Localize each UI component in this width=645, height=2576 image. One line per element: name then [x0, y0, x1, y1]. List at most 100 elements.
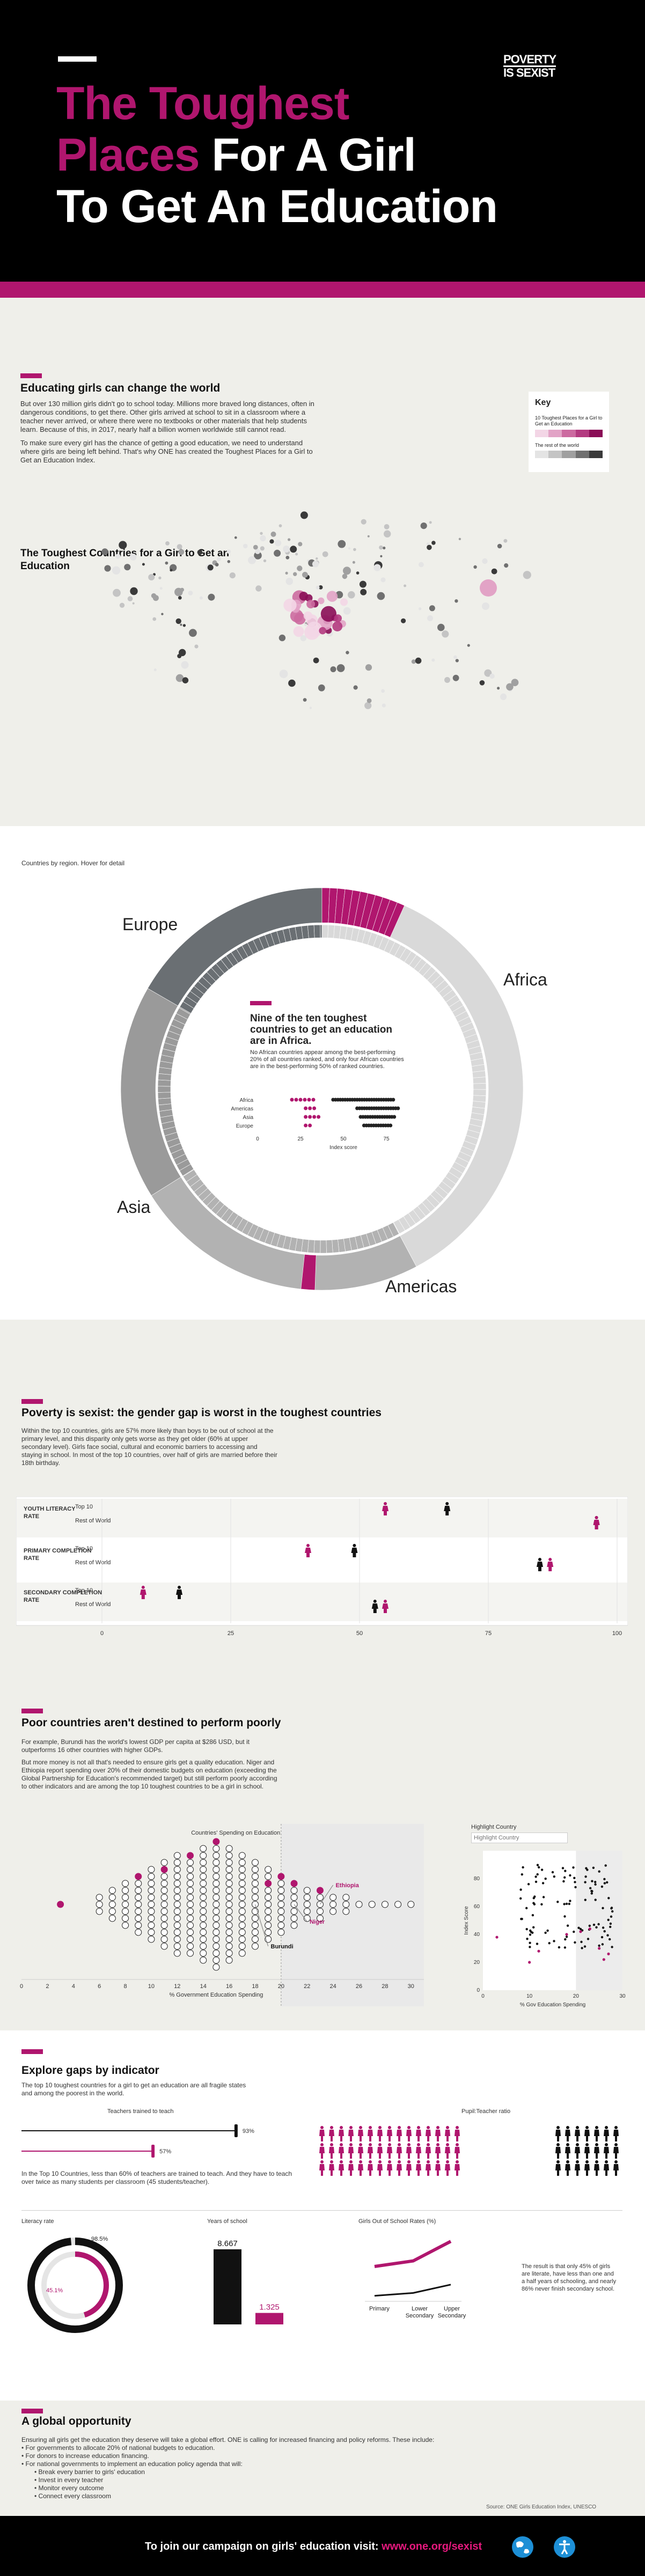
scatter-point: [601, 1943, 604, 1946]
toughest-country-dot: [480, 579, 497, 597]
region-ring-chart[interactable]: [107, 874, 537, 1304]
country-dot: [200, 1929, 207, 1936]
accessibility-icon[interactable]: [553, 2535, 576, 2559]
hero-accent-bar: [58, 56, 97, 62]
country-dot: [108, 1894, 116, 1901]
callout-label: Ethiopia: [335, 1882, 359, 1889]
country-dot: [96, 1901, 103, 1908]
country-dot: [479, 680, 485, 686]
highlight-country-input[interactable]: [471, 1832, 568, 1843]
scatter-point: [565, 1935, 568, 1938]
teachers-title: Teachers trained to teach: [107, 2108, 174, 2115]
intro-heading: Educating girls can change the world: [20, 382, 221, 394]
teachers-top-value: 57%: [159, 2148, 171, 2155]
country-dot: [277, 1929, 285, 1936]
gender-tick: 0: [100, 1630, 104, 1637]
scatter-point: [591, 1880, 593, 1882]
country-dot: [355, 1901, 363, 1908]
scatter-point: [572, 1866, 575, 1869]
country-dot: [225, 1942, 233, 1950]
country-dot: [346, 651, 349, 654]
global-accent: [21, 2409, 43, 2413]
scatter-point: [602, 1907, 604, 1910]
gender-tick: 75: [485, 1630, 492, 1637]
spending-dot-chart[interactable]: Countries' Spending on Education Ethiopia…: [16, 1824, 461, 2017]
country-cell: [326, 1240, 333, 1254]
country-dot: [491, 568, 497, 575]
country-dot: [225, 1845, 233, 1852]
top10-pupil-icon: [358, 2160, 363, 2176]
country-dot: [497, 687, 500, 690]
country-dot: [277, 1922, 285, 1929]
country-dot: [238, 1908, 246, 1915]
scatter-point: [598, 1870, 600, 1873]
country-dot: [277, 1915, 285, 1922]
country-dot: [212, 1963, 220, 1971]
country-dot: [238, 1866, 246, 1873]
scatter-point: [564, 1870, 567, 1872]
dot-tick: 18: [252, 1983, 258, 1990]
intro-accent: [20, 373, 42, 378]
country-dot: [148, 1922, 155, 1929]
spending-scatter[interactable]: 0 10 20 30 0 20 40 60 80 % Gov Education Spending…: [461, 1845, 633, 2012]
indicators-para: The top 10 toughest countries for a girl…: [21, 2081, 246, 2097]
scatter-ytick: 40: [474, 1932, 480, 1938]
country-dot: [225, 1866, 233, 1873]
country-dot: [160, 1935, 168, 1943]
scatter-point: [563, 1915, 566, 1918]
dot-tick: 28: [382, 1983, 388, 1990]
global-list: • For governments to allocate 20% of nat…: [21, 2444, 243, 2500]
country-dot: [119, 541, 127, 549]
country-dot: [182, 677, 189, 683]
top10-pupil-icon: [339, 2160, 344, 2176]
scatter-point: [521, 1918, 523, 1920]
scatter-target-zone: [576, 1851, 622, 1990]
country-dot: [444, 677, 450, 683]
toughest-country-mark: [308, 1106, 312, 1110]
years-bar: [214, 2249, 241, 2324]
country-dot: [173, 1922, 181, 1929]
country-dot: [297, 565, 303, 571]
country-dot: [511, 679, 519, 687]
dot-tick: 12: [174, 1983, 180, 1990]
indicators-divider: [21, 2210, 622, 2211]
rest-pupil-icon: [565, 2143, 570, 2159]
scatter-xtick: 10: [526, 1993, 533, 1999]
country-dot: [200, 1908, 207, 1915]
country-dot: [212, 1852, 220, 1859]
gender-row-label: YOUTH LITERACY: [24, 1506, 76, 1512]
country-dot: [189, 629, 197, 637]
teachers-rest-value: 93%: [243, 2128, 254, 2135]
country-dot: [200, 1915, 207, 1922]
gender-para: Within the top 10 countries, girls are 5…: [21, 1427, 277, 1467]
rest-pupil-icon: [594, 2143, 599, 2159]
country-dot: [124, 564, 131, 571]
world-dot-map[interactable]: [97, 510, 580, 740]
label-americas: Americas: [385, 1277, 457, 1296]
country-dot: [113, 588, 121, 597]
country-dot: [187, 1859, 194, 1866]
country-dot: [503, 539, 508, 543]
toughest-country-mark: [298, 1098, 303, 1102]
country-dot: [303, 1901, 311, 1908]
country-dot: [208, 593, 215, 601]
toughest-country-mark: [290, 1098, 294, 1102]
spending-accent: [21, 1709, 43, 1713]
toughest-country-mark: [294, 1098, 298, 1102]
country-dot: [270, 531, 276, 537]
country-cell: [320, 924, 322, 938]
scatter-point: [581, 1947, 583, 1949]
scatter-ytick: 20: [474, 1960, 480, 1966]
toughest-country-mark: [308, 1115, 312, 1119]
country-dot: [330, 666, 336, 673]
country-dot: [165, 561, 168, 565]
scatter-xtick: 30: [619, 1993, 626, 1999]
toughest-country-dot: [306, 614, 318, 626]
rest-pupil-icon: [613, 2143, 619, 2159]
footer-link[interactable]: www.one.org/sexist: [382, 2541, 482, 2552]
top10-pupil-icon: [406, 2160, 412, 2176]
country-dot: [482, 558, 488, 564]
country-cell: [321, 924, 329, 938]
country-dot: [473, 565, 477, 569]
